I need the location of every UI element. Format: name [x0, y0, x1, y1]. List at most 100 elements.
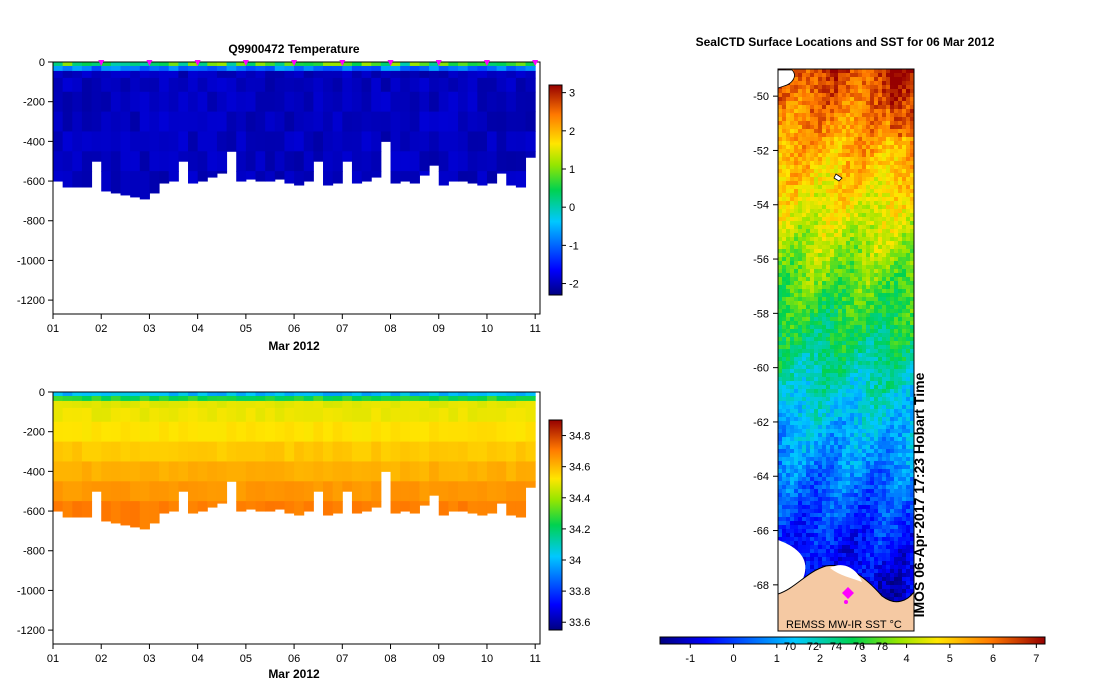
x-tick-label: 02 — [95, 653, 107, 665]
sst-cell — [822, 197, 826, 201]
sst-cell — [790, 365, 794, 369]
sst-cell — [786, 517, 790, 521]
sst-cell — [850, 209, 854, 213]
x-tick-label: 01 — [47, 323, 59, 335]
sst-cell — [858, 301, 862, 305]
sst-cell — [894, 305, 898, 309]
section-cell — [130, 392, 141, 397]
sst-cell — [834, 365, 838, 369]
sst-cell — [814, 137, 818, 141]
sst-cell — [810, 405, 814, 409]
section-cell — [188, 461, 199, 482]
section-cell — [101, 111, 112, 132]
section-cell — [323, 400, 334, 409]
sst-cell — [846, 301, 850, 305]
sst-cell — [838, 533, 842, 537]
sst-cell — [830, 389, 834, 393]
sst-cell — [814, 305, 818, 309]
sst-cell — [906, 309, 910, 313]
sst-cell — [878, 273, 882, 277]
sst-cell — [790, 525, 794, 529]
sst-cell — [838, 421, 842, 425]
sst-cell — [910, 457, 914, 461]
sst-cell — [854, 261, 858, 265]
sst-cell — [846, 281, 850, 285]
sst-cell — [838, 261, 842, 265]
sst-cell — [826, 229, 830, 233]
sst-cell — [850, 357, 854, 361]
sst-cell — [798, 153, 802, 157]
sst-cell — [822, 105, 826, 109]
section-cell — [130, 501, 141, 528]
sst-cell — [894, 521, 898, 525]
section-cell — [477, 131, 488, 152]
sst-cell — [822, 253, 826, 257]
section-cell — [409, 407, 420, 423]
sst-cell — [810, 481, 814, 485]
sst-cell — [882, 269, 886, 273]
sst-cell — [866, 297, 870, 301]
sst-cell — [786, 445, 790, 449]
section-cell — [438, 441, 449, 462]
sst-cell — [862, 397, 866, 401]
sst-cell — [834, 189, 838, 193]
sst-cell — [786, 301, 790, 305]
sst-cell — [846, 205, 850, 209]
sst-cell — [890, 457, 894, 461]
section-cell — [419, 400, 430, 409]
sst-cell — [786, 389, 790, 393]
sst-cell — [898, 409, 902, 413]
sst-cell — [866, 497, 870, 501]
sst-cell — [850, 145, 854, 149]
sst-cell — [866, 325, 870, 329]
sst-cell — [826, 497, 830, 501]
sst-cell — [782, 493, 786, 497]
sst-cell — [822, 177, 826, 181]
sst-cell — [878, 177, 882, 181]
sst-cell — [894, 169, 898, 173]
sst-cell — [854, 457, 858, 461]
section-cell — [168, 421, 179, 443]
sst-cell — [826, 413, 830, 417]
sst-cell — [818, 233, 822, 237]
sst-cell — [818, 93, 822, 97]
section-cell — [149, 441, 160, 462]
sst-cell — [862, 89, 866, 93]
sst-cell — [838, 369, 842, 373]
sst-cell — [898, 437, 902, 441]
sst-cell — [858, 525, 862, 529]
sst-cell — [910, 441, 914, 445]
sst-cell — [894, 237, 898, 241]
sst-cell — [842, 293, 846, 297]
section-cell — [467, 171, 478, 184]
section-cell — [110, 91, 122, 113]
sst-cell — [894, 177, 898, 181]
sst-cell — [898, 301, 902, 305]
sst-cell — [850, 433, 854, 437]
sst-cell — [850, 529, 854, 533]
sst-cell — [902, 325, 906, 329]
sst-cell — [806, 441, 810, 445]
section-cell — [496, 77, 507, 93]
sst-cell — [886, 525, 890, 529]
sst-cell — [870, 153, 874, 157]
section-cell — [236, 111, 247, 132]
sst-cell — [866, 173, 870, 177]
sst-cell — [786, 473, 790, 477]
sst-cell — [838, 241, 842, 245]
section-cell — [361, 70, 372, 79]
section-cell — [486, 131, 498, 152]
section-cell — [525, 441, 536, 462]
sst-cell — [862, 85, 866, 89]
sst-cell — [854, 353, 858, 357]
sst-cell — [814, 405, 818, 409]
sst-cell — [878, 285, 882, 289]
sst-cell — [782, 201, 786, 205]
sst-cell — [802, 89, 806, 93]
sst-cell — [778, 233, 782, 237]
sst-cell — [910, 105, 914, 109]
sst-cell — [886, 413, 890, 417]
sst-cell — [906, 201, 910, 205]
section-cell — [515, 395, 527, 402]
sst-cell — [786, 537, 790, 541]
